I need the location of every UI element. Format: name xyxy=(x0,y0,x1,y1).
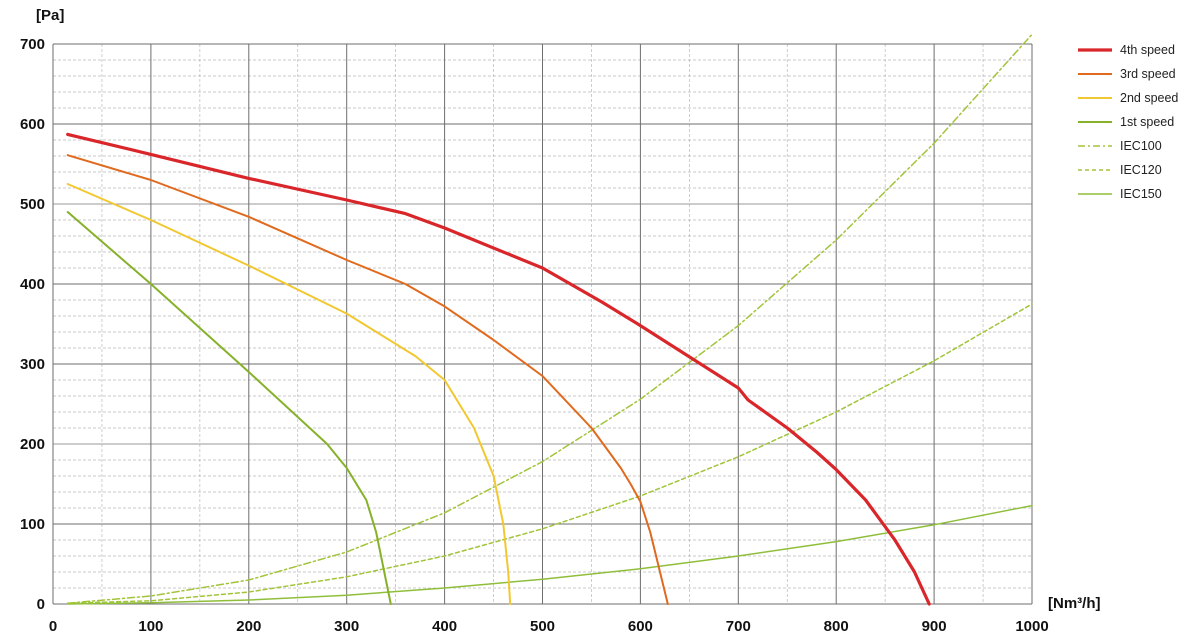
y-tick-label: 500 xyxy=(20,196,45,213)
legend-label: IEC120 xyxy=(1120,163,1162,177)
legend-label: IEC100 xyxy=(1120,139,1162,153)
grid xyxy=(52,43,1033,605)
legend-label: 3rd speed xyxy=(1120,67,1176,81)
curves xyxy=(66,33,1033,606)
legend-label: IEC150 xyxy=(1120,187,1162,201)
series-line-iec150 xyxy=(66,504,1033,605)
y-tick-label: 200 xyxy=(20,436,45,453)
x-tick-label: 600 xyxy=(628,618,653,635)
y-tick-label: 0 xyxy=(37,596,45,613)
x-unit-label: [Nm³/h] xyxy=(1048,595,1101,612)
x-tick-label: 1000 xyxy=(1015,618,1048,635)
x-tick-label: 300 xyxy=(334,618,359,635)
series-line-4th-speed xyxy=(66,132,931,606)
series-line-2nd-speed xyxy=(66,183,512,605)
legend: 4th speed 3rd speed 2nd speed 1st speed IEC1… xyxy=(1078,43,1178,201)
axes: 0 100 200 300 400 500 600 700 0 100 200 300 400 500 60… xyxy=(20,36,1049,635)
x-tick-label: 500 xyxy=(530,618,555,635)
y-tick-label: 400 xyxy=(20,276,45,293)
y-tick-label: 700 xyxy=(20,36,45,53)
x-tick-label: 0 xyxy=(49,618,57,635)
legend-label: 2nd speed xyxy=(1120,91,1178,105)
x-tick-label: 700 xyxy=(726,618,751,635)
legend-label: 1st speed xyxy=(1120,115,1174,129)
series-line-3rd-speed xyxy=(66,154,669,605)
x-tick-label: 100 xyxy=(138,618,163,635)
series-line-iec100 xyxy=(66,33,1033,604)
y-tick-label: 600 xyxy=(20,116,45,133)
y-tick-label: 100 xyxy=(20,516,45,533)
y-unit-label: [Pa] xyxy=(36,7,64,24)
x-tick-label: 200 xyxy=(236,618,261,635)
legend-label: 4th speed xyxy=(1120,43,1175,57)
x-tick-label: 400 xyxy=(432,618,457,635)
series-line-iec120 xyxy=(66,303,1033,604)
y-tick-label: 300 xyxy=(20,356,45,373)
x-tick-label: 900 xyxy=(922,618,947,635)
series-line-1st-speed xyxy=(66,211,392,605)
x-tick-label: 800 xyxy=(824,618,849,635)
